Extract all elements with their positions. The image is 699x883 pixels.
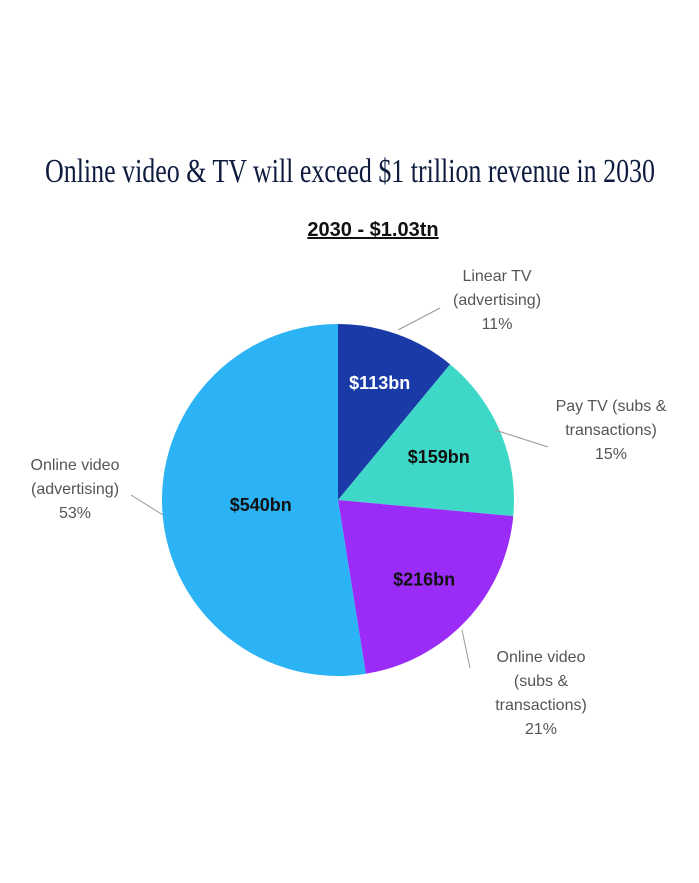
pie-slice xyxy=(338,324,451,500)
category-label: Online video (advertising) 53% xyxy=(10,454,140,526)
leader-line xyxy=(494,429,549,448)
percent-label: 11% xyxy=(481,316,513,333)
value-label: $159bn xyxy=(408,447,470,467)
value-label: $216bn xyxy=(393,569,455,589)
category-name: Linear TV (advertising) xyxy=(452,268,542,309)
chart-subtitle: 2030 - $1.03tn xyxy=(307,219,438,241)
chart-title: Online video & TV will exceed $1 trillio… xyxy=(45,153,655,190)
category-label: Linear TV (advertising) 11% xyxy=(447,265,547,337)
pie-slice xyxy=(338,364,514,517)
pie-slice xyxy=(161,324,366,676)
category-name: Online video (advertising) xyxy=(30,457,120,498)
category-name: Pay TV (subs & transactions) xyxy=(555,398,667,439)
value-label: $540bn xyxy=(230,495,292,515)
category-name: Online video (subs & transactions) xyxy=(495,649,587,714)
pie xyxy=(161,324,514,676)
leader-line xyxy=(461,629,471,669)
category-label: Online video (subs & transactions) 21% xyxy=(476,646,606,742)
category-label: Pay TV (subs & transactions) 15% xyxy=(541,395,681,467)
percent-label: 53% xyxy=(58,505,92,522)
leader-line xyxy=(130,494,164,516)
value-label: $113bn xyxy=(349,373,410,393)
leader-line xyxy=(397,307,441,331)
percent-label: 15% xyxy=(594,446,628,463)
pie-slice xyxy=(338,500,514,674)
percent-label: 21% xyxy=(524,721,558,738)
